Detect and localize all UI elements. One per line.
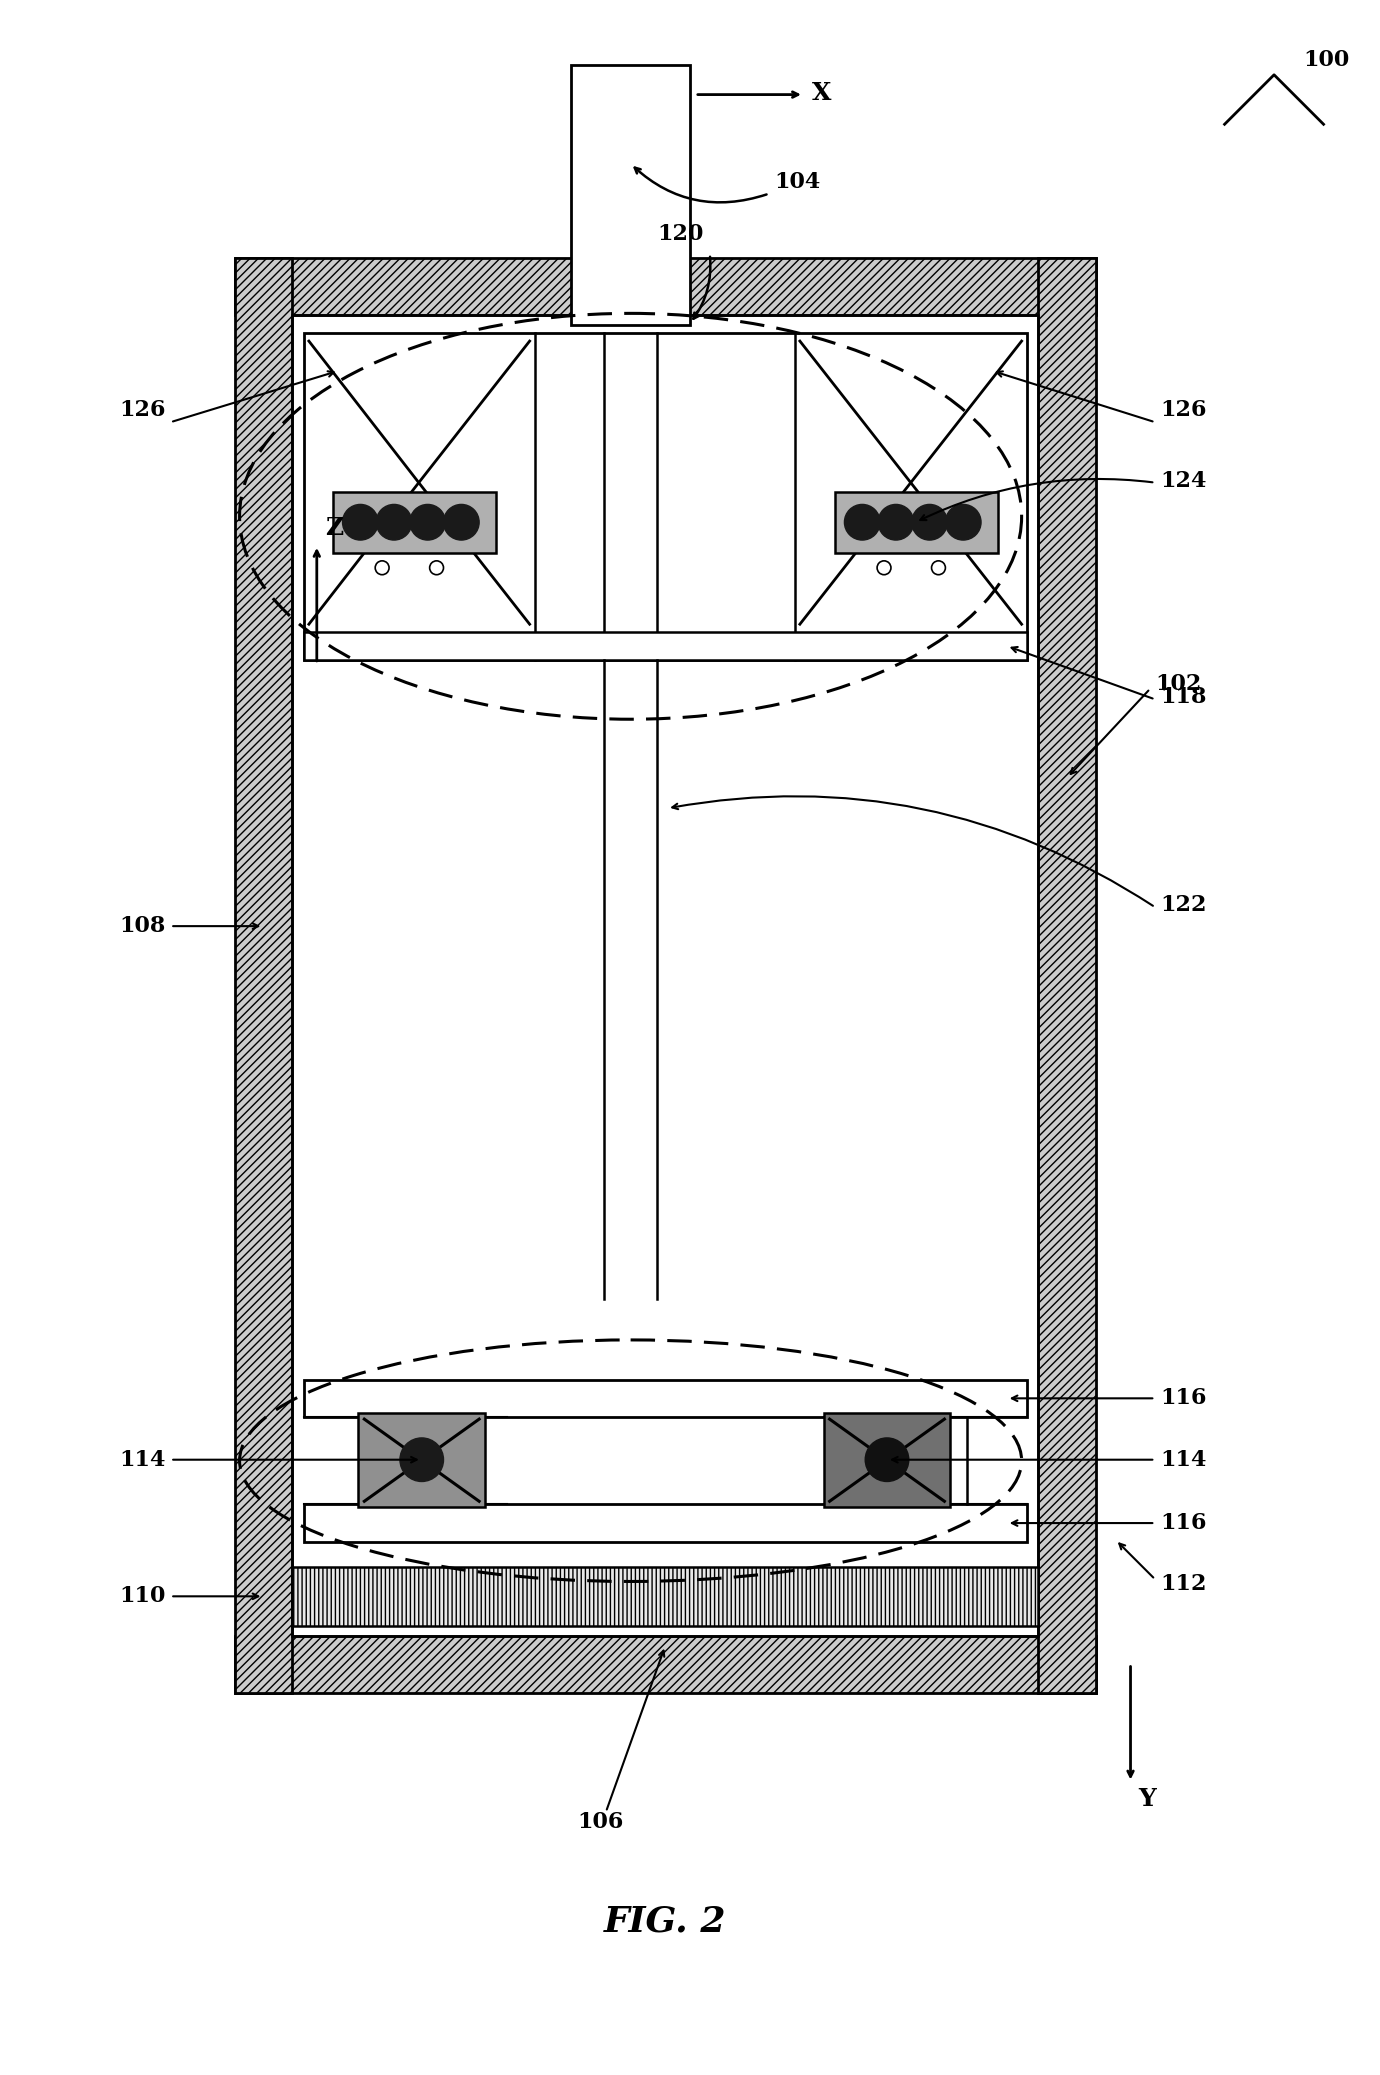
Bar (835, 492, 998, 552)
Bar (359, 1413, 486, 1506)
Circle shape (945, 504, 981, 540)
Bar (235, 257, 293, 1693)
Text: Z: Z (324, 517, 342, 540)
Circle shape (400, 1438, 443, 1482)
Bar (293, 315, 1039, 1635)
Bar (293, 1567, 1039, 1627)
Circle shape (878, 560, 891, 575)
Circle shape (878, 504, 914, 540)
Bar (333, 492, 495, 552)
Text: 120: 120 (657, 224, 704, 245)
Text: 114: 114 (1161, 1448, 1206, 1471)
Text: 104: 104 (774, 170, 820, 193)
Text: 116: 116 (1161, 1388, 1206, 1409)
Circle shape (429, 560, 443, 575)
Text: 110: 110 (119, 1585, 166, 1608)
Text: 116: 116 (1161, 1513, 1206, 1533)
Circle shape (375, 560, 389, 575)
Bar (235, 257, 1096, 315)
Bar (368, 1504, 502, 1509)
Text: 100: 100 (1304, 50, 1350, 71)
Bar (293, 315, 1039, 1635)
Bar (304, 334, 1027, 660)
Bar (1039, 257, 1096, 1693)
Circle shape (410, 504, 446, 540)
Circle shape (342, 504, 378, 540)
Text: 118: 118 (1161, 687, 1206, 708)
Text: 106: 106 (578, 1811, 624, 1832)
Text: FIG. 2: FIG. 2 (604, 1905, 726, 1938)
Text: 124: 124 (1161, 469, 1206, 492)
Bar (235, 1635, 1096, 1693)
Text: 112: 112 (1161, 1573, 1206, 1596)
Bar (571, 64, 690, 326)
Bar (824, 1413, 951, 1506)
Bar (304, 1380, 1027, 1417)
Bar (304, 633, 1027, 660)
Text: 122: 122 (1161, 894, 1206, 917)
Circle shape (443, 504, 479, 540)
Text: 114: 114 (119, 1448, 166, 1471)
Circle shape (865, 1438, 909, 1482)
Text: 126: 126 (119, 398, 166, 421)
Circle shape (845, 504, 880, 540)
Bar (368, 1413, 502, 1417)
Text: Y: Y (1138, 1787, 1156, 1811)
Bar (304, 1504, 1027, 1542)
Text: X: X (811, 81, 831, 104)
Circle shape (377, 504, 411, 540)
Text: 108: 108 (119, 915, 166, 938)
Text: 126: 126 (1161, 398, 1206, 421)
Circle shape (912, 504, 948, 540)
Text: 102: 102 (1155, 672, 1202, 695)
Circle shape (932, 560, 945, 575)
